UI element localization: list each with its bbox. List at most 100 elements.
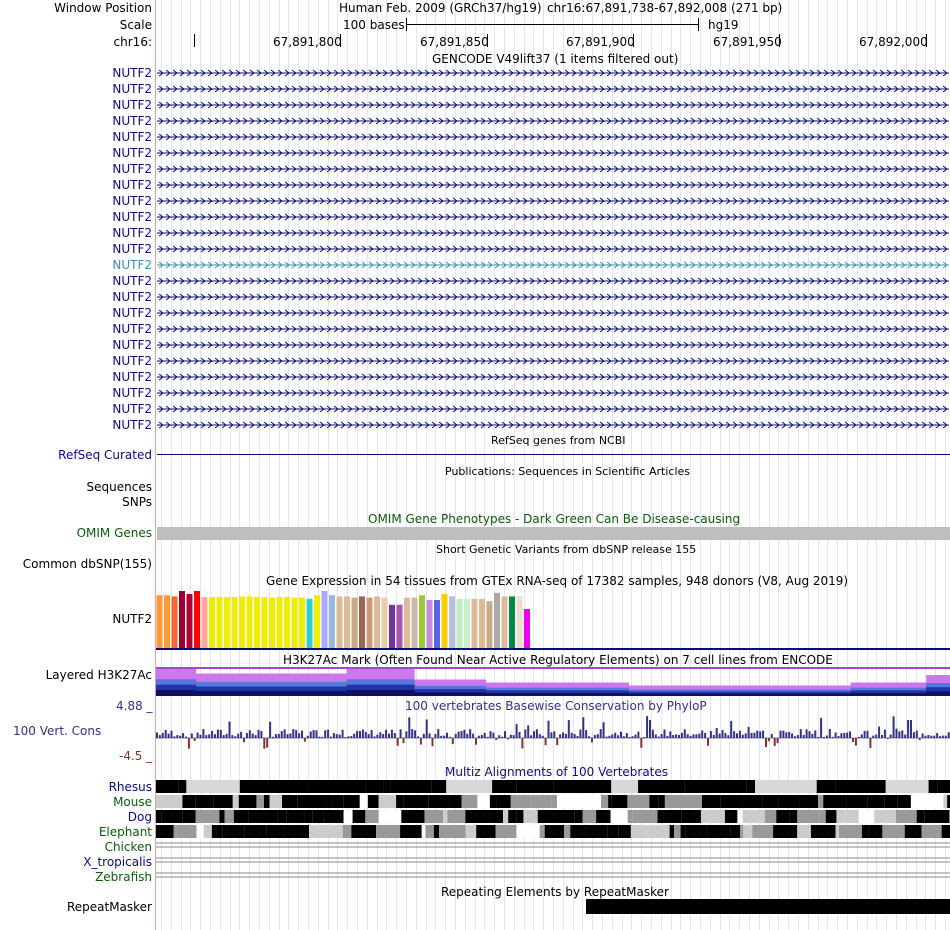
gencode-transcript-intron[interactable] bbox=[157, 277, 949, 285]
gencode-transcript-intron[interactable] bbox=[157, 421, 949, 429]
repeatmasker-track-label[interactable]: RepeatMasker bbox=[66, 900, 152, 914]
gencode-transcript-intron[interactable] bbox=[157, 149, 949, 157]
gtex-tissue-bar[interactable] bbox=[291, 597, 298, 648]
gtex-tissue-bar[interactable] bbox=[216, 597, 223, 648]
gtex-tissue-bar[interactable] bbox=[494, 592, 500, 648]
gencode-transcript-intron[interactable] bbox=[157, 213, 949, 221]
gencode-transcript-intron[interactable] bbox=[157, 117, 949, 125]
gtex-tissue-bar[interactable] bbox=[179, 591, 185, 648]
gtex-tissue-bar[interactable] bbox=[209, 597, 215, 648]
gtex-tissue-bar[interactable] bbox=[336, 596, 343, 648]
h3k27ac-track-label[interactable]: Layered H3K27Ac bbox=[45, 668, 152, 682]
multiz-species-label[interactable]: Zebrafish bbox=[95, 870, 152, 884]
publications-sequences-label[interactable]: Sequences bbox=[86, 480, 152, 494]
gencode-transcript-intron[interactable] bbox=[157, 181, 949, 189]
multiz-species-label[interactable]: X_tropicalis bbox=[83, 855, 152, 869]
gencode-transcript-intron[interactable] bbox=[157, 405, 949, 413]
gtex-tissue-bar[interactable] bbox=[366, 597, 373, 648]
gtex-tissue-bar[interactable] bbox=[351, 597, 358, 648]
gencode-transcript-label[interactable]: NUTF2 bbox=[112, 370, 152, 384]
omim-track-label[interactable]: OMIM Genes bbox=[76, 526, 152, 540]
gtex-tissue-bar[interactable] bbox=[201, 597, 208, 648]
multiz-species-label[interactable]: Dog bbox=[127, 810, 152, 824]
multiz-species-label[interactable]: Chicken bbox=[104, 840, 152, 854]
gtex-tissue-bar[interactable] bbox=[411, 597, 418, 648]
gtex-tissue-bar[interactable] bbox=[471, 598, 478, 648]
gtex-tissue-bar[interactable] bbox=[516, 596, 523, 648]
phylop-signal[interactable] bbox=[156, 714, 950, 756]
gencode-transcript-intron[interactable] bbox=[157, 245, 949, 253]
gtex-tissue-bar[interactable] bbox=[224, 597, 230, 648]
gencode-transcript-label[interactable]: NUTF2 bbox=[112, 290, 152, 304]
gtex-tissue-bar[interactable] bbox=[231, 597, 238, 648]
gencode-transcript-label[interactable]: NUTF2 bbox=[112, 194, 152, 208]
gencode-transcript-label[interactable]: NUTF2 bbox=[112, 306, 152, 320]
gencode-transcript-label[interactable]: NUTF2 bbox=[112, 354, 152, 368]
gtex-tissue-bar[interactable] bbox=[239, 596, 245, 648]
gtex-tissue-bar[interactable] bbox=[479, 598, 485, 648]
multiz-alignments[interactable] bbox=[156, 778, 950, 882]
gencode-transcript-intron[interactable] bbox=[157, 325, 949, 333]
gencode-transcript-intron[interactable] bbox=[157, 261, 949, 269]
gtex-tissue-bar[interactable] bbox=[329, 595, 335, 648]
gtex-tissue-bar[interactable] bbox=[374, 596, 380, 648]
publications-snps-label[interactable]: SNPs bbox=[122, 495, 152, 509]
gtex-tissue-bar[interactable] bbox=[171, 596, 178, 648]
h3k27ac-signal[interactable] bbox=[156, 666, 950, 698]
gencode-transcript-label[interactable]: NUTF2 bbox=[112, 114, 152, 128]
gtex-tissue-bar[interactable] bbox=[194, 591, 200, 648]
gtex-tissue-bar[interactable] bbox=[524, 609, 530, 648]
gencode-transcript-label[interactable]: NUTF2 bbox=[112, 162, 152, 176]
gencode-transcript-label[interactable]: NUTF2 bbox=[112, 386, 152, 400]
gtex-tissue-bar[interactable] bbox=[344, 596, 350, 648]
gencode-transcript-intron[interactable] bbox=[157, 85, 949, 93]
gencode-transcript-label[interactable]: NUTF2 bbox=[112, 66, 152, 80]
gencode-transcript-label[interactable]: NUTF2 bbox=[112, 402, 152, 416]
gtex-tissue-bar[interactable] bbox=[306, 598, 313, 648]
dbsnp-track-label[interactable]: Common dbSNP(155) bbox=[22, 557, 152, 571]
gtex-tissue-bar[interactable] bbox=[501, 596, 508, 648]
gtex-tissue-bar[interactable] bbox=[464, 598, 470, 648]
gencode-transcript-label[interactable]: NUTF2 bbox=[112, 226, 152, 240]
gtex-tissue-bar[interactable] bbox=[434, 600, 440, 648]
gtex-tissue-bar[interactable] bbox=[441, 594, 448, 648]
gtex-tissue-bar[interactable] bbox=[456, 598, 463, 648]
gencode-transcript-label[interactable]: NUTF2 bbox=[112, 418, 152, 432]
gtex-tissue-bar[interactable] bbox=[321, 591, 328, 648]
gencode-transcript-intron[interactable] bbox=[157, 165, 949, 173]
gencode-transcript-label[interactable]: NUTF2 bbox=[112, 82, 152, 96]
gencode-transcript-label[interactable]: NUTF2 bbox=[112, 338, 152, 352]
gencode-transcript-label[interactable]: NUTF2 bbox=[112, 258, 152, 272]
gtex-tissue-bar[interactable] bbox=[486, 601, 493, 648]
gencode-transcript-intron[interactable] bbox=[157, 357, 949, 365]
gtex-tissue-bar[interactable] bbox=[314, 595, 320, 648]
gencode-transcript-label[interactable]: NUTF2 bbox=[112, 178, 152, 192]
gtex-tissue-bar[interactable] bbox=[164, 595, 170, 648]
omim-gene-bar[interactable] bbox=[157, 527, 950, 540]
gencode-transcript-label[interactable]: NUTF2 bbox=[112, 210, 152, 224]
gtex-tissue-bar[interactable] bbox=[261, 597, 268, 648]
gtex-tissue-bar[interactable] bbox=[426, 600, 433, 648]
gtex-tissue-bar[interactable] bbox=[284, 597, 290, 648]
gtex-tissue-bar[interactable] bbox=[404, 597, 410, 648]
refseq-gene-line[interactable] bbox=[157, 454, 950, 455]
gtex-tissue-bar[interactable] bbox=[359, 596, 365, 648]
gencode-transcript-intron[interactable] bbox=[157, 69, 949, 77]
repeatmasker-element[interactable] bbox=[586, 899, 950, 914]
gtex-tissue-bar[interactable] bbox=[299, 597, 305, 648]
gencode-transcript-label[interactable]: NUTF2 bbox=[112, 98, 152, 112]
multiz-species-label[interactable]: Elephant bbox=[98, 825, 152, 839]
gtex-tissue-bar[interactable] bbox=[269, 597, 275, 648]
multiz-species-label[interactable]: Mouse bbox=[113, 795, 152, 809]
gtex-tissue-bar[interactable] bbox=[186, 594, 193, 648]
gencode-transcript-intron[interactable] bbox=[157, 309, 949, 317]
gtex-tissue-bar[interactable] bbox=[276, 597, 283, 648]
gtex-bar-chart[interactable] bbox=[156, 588, 950, 650]
gencode-transcript-intron[interactable] bbox=[157, 229, 949, 237]
gencode-transcript-intron[interactable] bbox=[157, 133, 949, 141]
phylop-track-label[interactable]: 100 Vert. Cons bbox=[13, 724, 102, 738]
gencode-transcript-label[interactable]: NUTF2 bbox=[112, 274, 152, 288]
gtex-tissue-bar[interactable] bbox=[156, 595, 163, 648]
gencode-transcript-intron[interactable] bbox=[157, 101, 949, 109]
gtex-tissue-bar[interactable] bbox=[254, 597, 260, 648]
